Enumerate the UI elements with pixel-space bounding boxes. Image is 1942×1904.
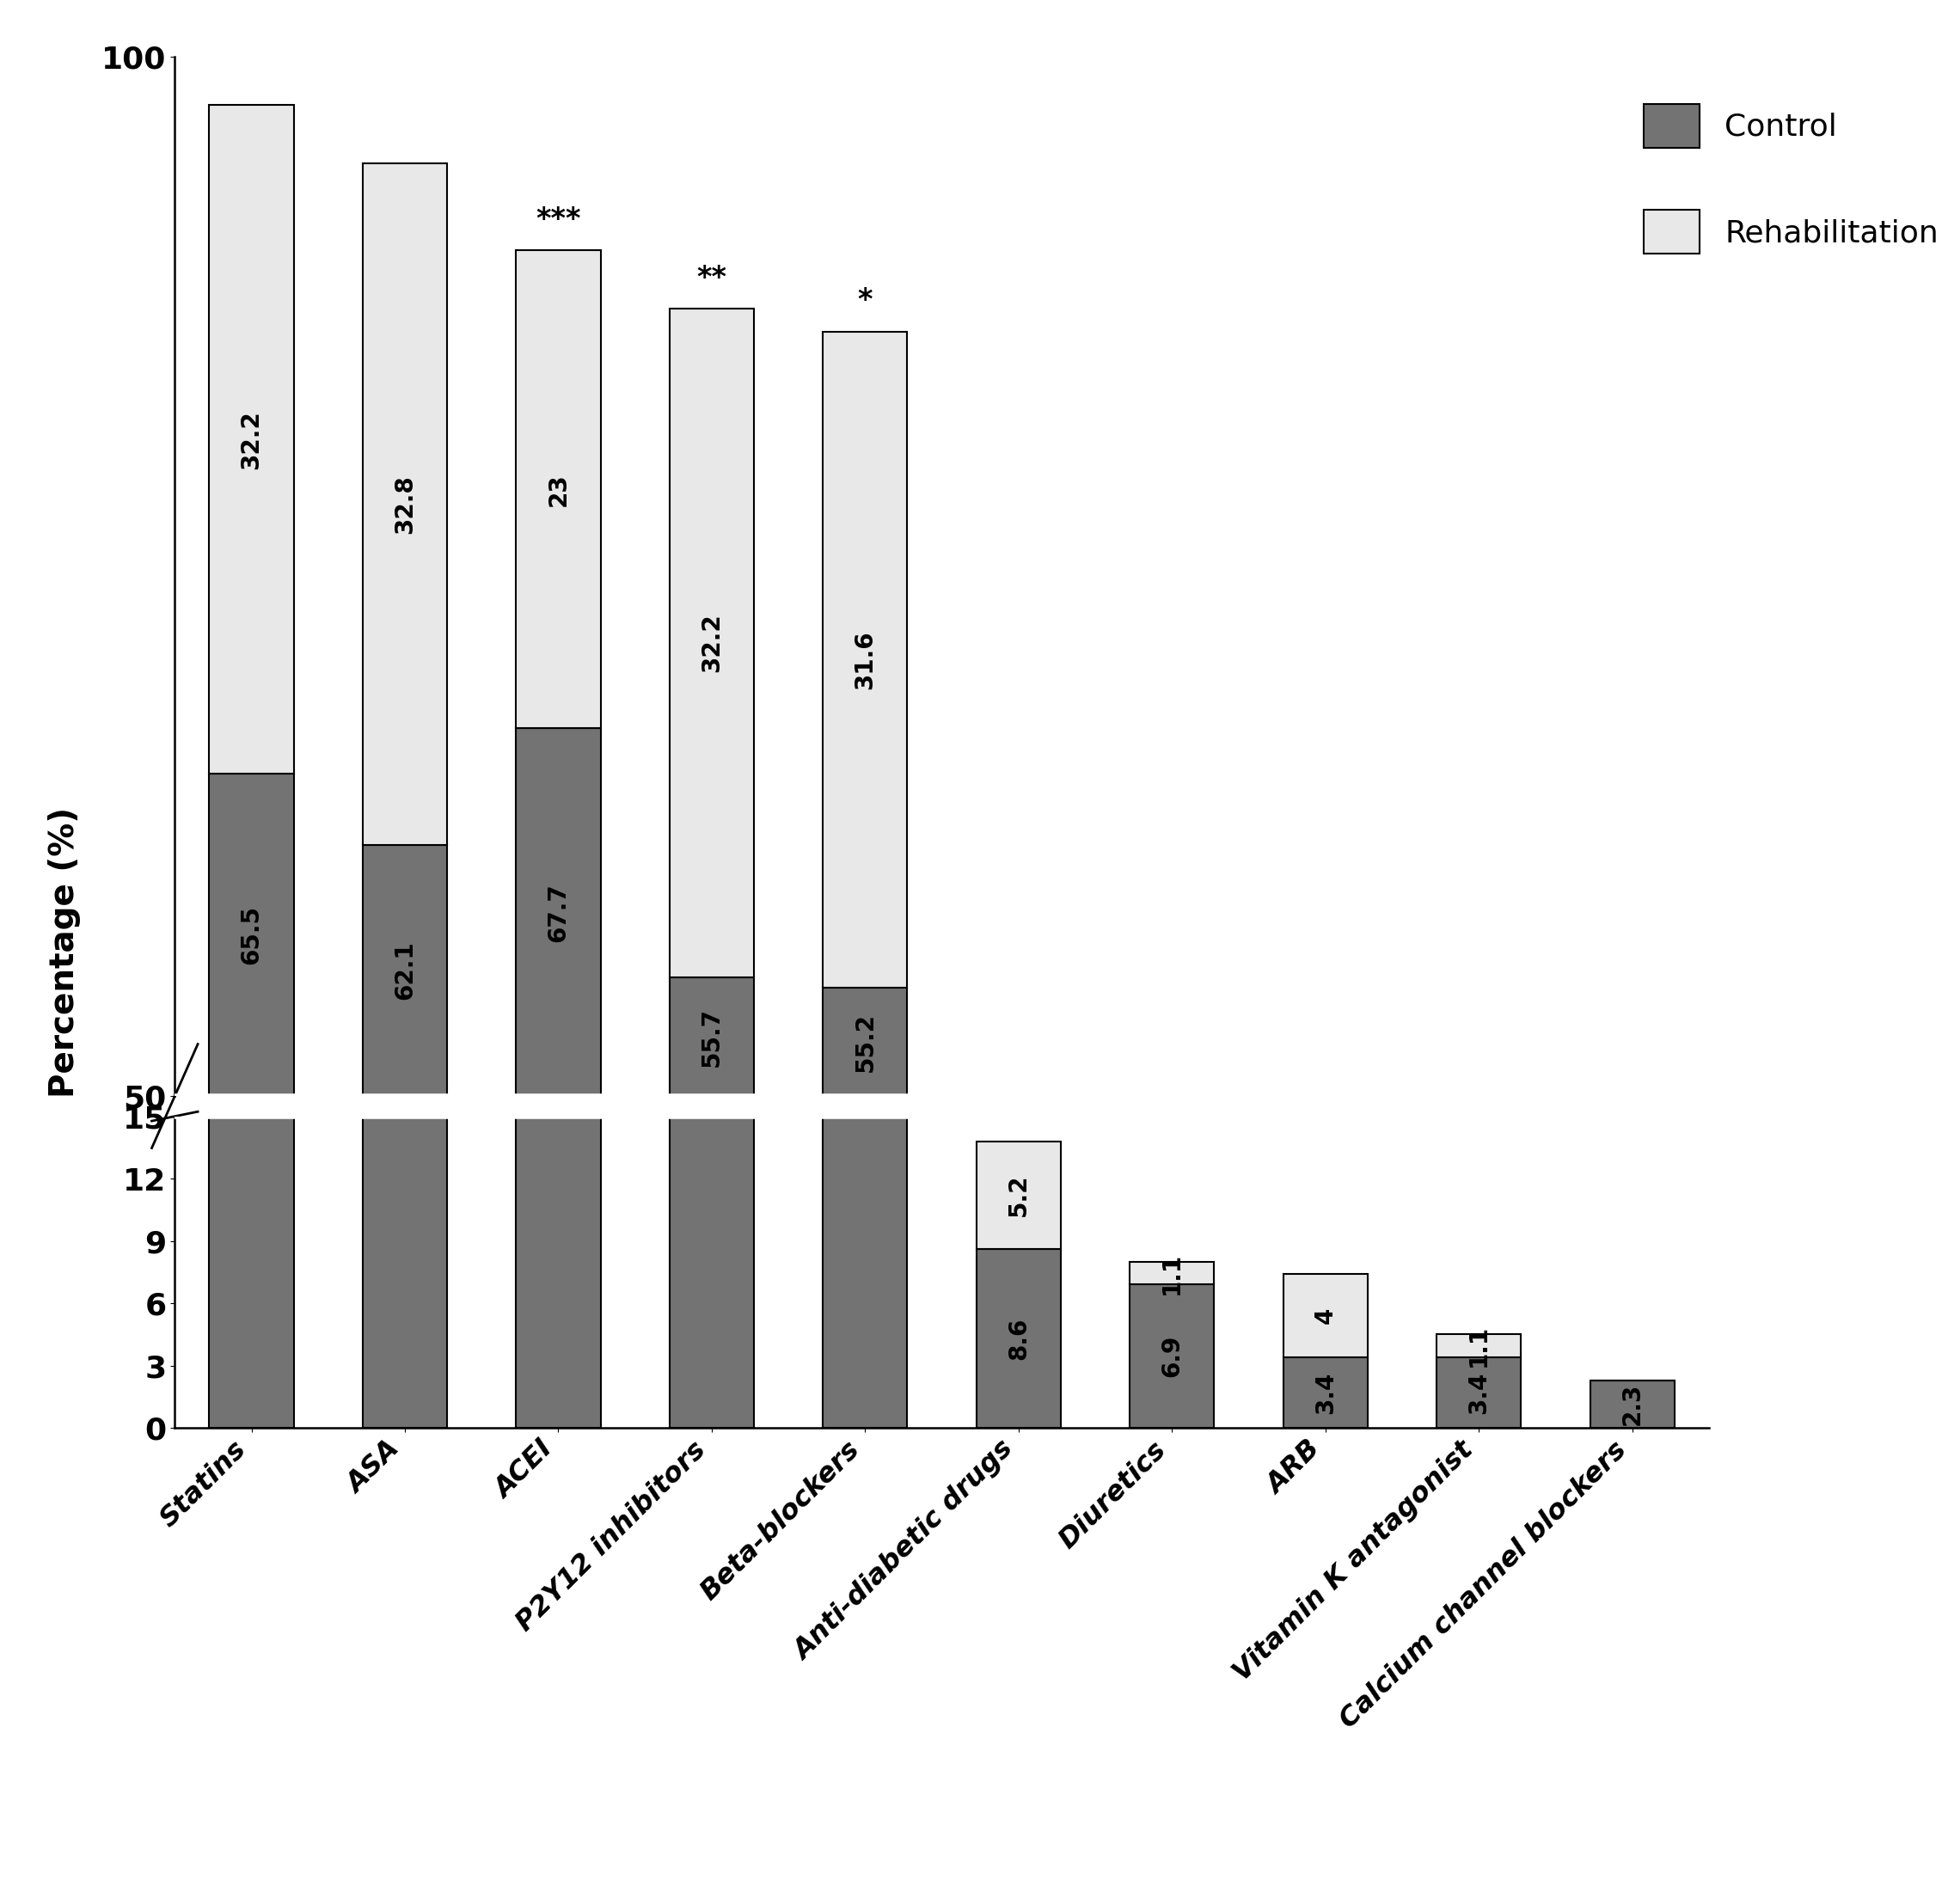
Bar <box>670 0 753 270</box>
Text: 67.7: 67.7 <box>546 883 571 942</box>
Bar <box>210 775 293 1904</box>
Bar <box>1284 1358 1367 1428</box>
Text: 3.4: 3.4 <box>1313 1371 1338 1415</box>
Bar <box>210 0 293 67</box>
Text: 55.2: 55.2 <box>853 1013 878 1072</box>
Text: 6.9: 6.9 <box>1159 1335 1185 1377</box>
Text: 5.2: 5.2 <box>1006 1175 1031 1217</box>
Bar <box>517 21 600 1428</box>
Bar <box>1284 1274 1367 1358</box>
Bar <box>977 1140 1060 1249</box>
Bar <box>517 249 600 727</box>
Legend: Control, Rehabilitation: Control, Rehabilitation <box>1614 72 1942 286</box>
Text: 65.5: 65.5 <box>239 906 264 965</box>
Bar <box>517 727 600 1904</box>
Text: 8.6: 8.6 <box>1006 1318 1031 1359</box>
Bar <box>823 331 907 988</box>
Text: ***: *** <box>536 206 581 234</box>
Bar <box>823 988 907 1904</box>
Bar <box>670 308 753 977</box>
Bar <box>210 105 293 775</box>
Text: 62.1: 62.1 <box>392 941 418 1000</box>
Text: 3.4: 3.4 <box>1466 1371 1491 1415</box>
Text: *: * <box>858 286 872 314</box>
Bar <box>823 0 907 282</box>
Bar <box>363 137 447 1428</box>
Text: 4: 4 <box>1313 1308 1338 1323</box>
Bar <box>670 270 753 1428</box>
Bar <box>363 164 447 845</box>
Bar <box>977 1849 1060 1904</box>
Bar <box>977 1249 1060 1428</box>
Bar <box>363 845 447 1904</box>
Bar <box>1130 1262 1214 1285</box>
Text: 55.7: 55.7 <box>699 1007 724 1066</box>
Text: 1.1: 1.1 <box>1466 1325 1491 1367</box>
Text: 23: 23 <box>546 472 571 506</box>
Bar <box>1590 1380 1674 1428</box>
Text: 2.3: 2.3 <box>1620 1382 1645 1426</box>
Bar <box>1130 1285 1214 1428</box>
Text: **: ** <box>697 263 726 291</box>
Bar <box>1437 1358 1521 1428</box>
Text: 32.2: 32.2 <box>699 613 724 672</box>
Bar <box>670 977 753 1904</box>
Bar <box>1437 1335 1521 1358</box>
Bar <box>210 67 293 1428</box>
Text: 32.8: 32.8 <box>392 474 418 533</box>
Text: 1.1: 1.1 <box>1159 1253 1185 1295</box>
Bar <box>517 0 600 21</box>
Text: 32.2: 32.2 <box>239 409 264 468</box>
Bar <box>363 0 447 137</box>
Bar <box>823 282 907 1428</box>
Text: Percentage (%): Percentage (%) <box>49 807 82 1097</box>
Text: 31.6: 31.6 <box>853 630 878 689</box>
